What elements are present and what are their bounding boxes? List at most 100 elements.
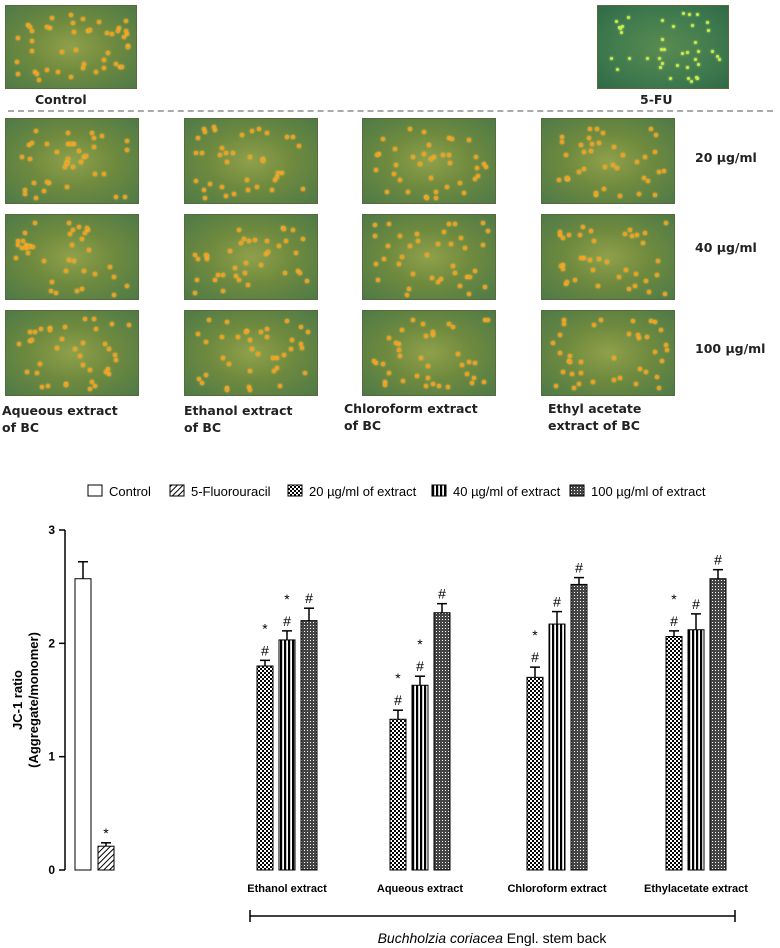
significance-mark: #: [438, 586, 446, 602]
cell-dot: [562, 321, 567, 326]
cell-dot: [481, 221, 486, 226]
cell-dot: [588, 126, 593, 131]
cell-dot: [654, 132, 659, 137]
cell-dot: [643, 370, 648, 375]
cell-dot: [374, 261, 379, 266]
cell-dot: [44, 142, 49, 147]
cell-dot: [71, 141, 76, 146]
cell-dot: [54, 291, 59, 296]
cell-dot: [411, 318, 416, 323]
bar: [300, 620, 318, 871]
cell-dot: [124, 138, 129, 143]
column-label-aqueous: Aqueous extract of BC: [2, 402, 162, 436]
cell-dot: [60, 49, 65, 54]
cell-dot: [16, 341, 21, 346]
cell-dot: [78, 354, 83, 359]
cell-dot: [416, 238, 421, 243]
cell-dot: [426, 364, 431, 369]
legend-swatch: [87, 484, 103, 497]
cell-dot: [482, 162, 487, 167]
cell-dot: [628, 227, 633, 232]
cell-dot: [663, 221, 668, 226]
cell-dot: [83, 231, 88, 236]
cell-dot: [33, 69, 38, 74]
cell-dot: [662, 48, 666, 52]
cell-dot: [66, 131, 71, 136]
cell-dot: [382, 383, 387, 388]
y-tick-label: 3: [48, 523, 55, 537]
cell-dot: [66, 156, 71, 161]
conc-label-20: 20 µg/ml: [695, 150, 757, 165]
cell-dot: [230, 150, 235, 155]
cell-dot: [224, 388, 229, 393]
cell-dot: [580, 225, 585, 230]
cell-dot: [397, 261, 402, 266]
cell-dot: [237, 277, 242, 282]
cell-dot: [467, 274, 472, 279]
cell-dot: [634, 160, 639, 165]
cell-dot: [204, 373, 209, 378]
cell-dot: [15, 238, 20, 243]
cell-dot: [589, 228, 594, 233]
micrograph-r1-c3: [362, 118, 496, 204]
cell-dot: [463, 245, 468, 250]
cell-dot: [429, 275, 434, 280]
cell-dot: [82, 317, 87, 322]
cell-dot: [67, 221, 72, 226]
cell-dot: [91, 136, 96, 141]
cell-dot: [663, 343, 668, 348]
cell-dot: [551, 341, 556, 346]
cell-dot: [117, 64, 122, 69]
conc-label-40: 40 µg/ml: [695, 240, 757, 255]
cell-dot: [90, 130, 95, 135]
bar: [256, 665, 274, 871]
cell-dot: [428, 175, 433, 180]
cell-dot: [434, 196, 439, 201]
cell-dot: [75, 288, 80, 293]
cell-dot: [604, 259, 609, 264]
cell-dot: [481, 242, 486, 247]
column-label-chloroform-line2: of BC: [344, 418, 382, 433]
cell-dot: [65, 141, 70, 146]
cell-dot: [106, 347, 111, 352]
cell-dot: [399, 327, 404, 332]
cell-dot: [67, 258, 72, 263]
cell-dot: [578, 142, 583, 147]
y-tick-label: 0: [48, 863, 55, 877]
cell-dot: [483, 317, 488, 322]
cell-dot: [646, 56, 650, 60]
significance-mark: #: [531, 649, 539, 665]
cell-dot: [204, 339, 209, 344]
cell-dot: [615, 68, 619, 72]
cell-dot: [261, 158, 266, 163]
cell-dot: [103, 370, 108, 375]
cell-dot: [473, 154, 478, 159]
cell-dot: [483, 164, 488, 169]
cell-dot: [253, 238, 258, 243]
cell-dot: [380, 136, 385, 141]
cell-dot: [433, 190, 438, 195]
cell-dot: [90, 379, 95, 384]
cell-dot: [265, 238, 270, 243]
cell-dot: [83, 153, 88, 158]
cell-dot: [381, 362, 386, 367]
cell-dot: [618, 194, 623, 199]
cell-dot: [225, 320, 230, 325]
cell-dot: [602, 164, 607, 169]
cell-dot: [290, 135, 295, 140]
micrograph-r2-c2: [184, 214, 318, 300]
cell-dot: [614, 165, 619, 170]
cell-dot: [248, 387, 253, 392]
cell-dot: [70, 227, 75, 232]
micrograph-r3-c3: [362, 310, 496, 396]
cell-dot: [445, 384, 450, 389]
significance-mark: #: [416, 658, 424, 674]
cell-dot: [34, 128, 39, 133]
cell-dot: [249, 346, 254, 351]
column-label-chloroform-line1: Chloroform extract: [344, 401, 478, 416]
cell-dot: [571, 386, 576, 391]
cell-dot: [23, 191, 28, 196]
cell-dot: [91, 317, 96, 322]
cell-dot: [193, 179, 198, 184]
